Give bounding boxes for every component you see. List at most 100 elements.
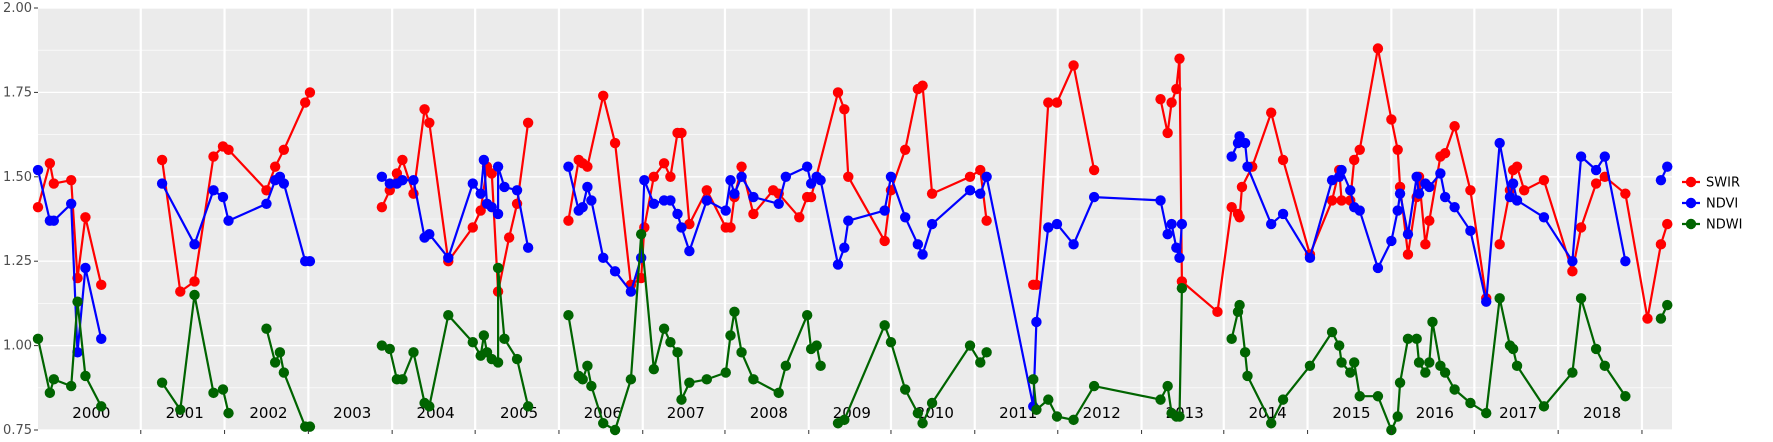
data-point-ndwi [975, 357, 986, 368]
data-point-ndwi [811, 340, 822, 351]
data-point-swir [1155, 93, 1166, 105]
data-point-ndwi [1567, 367, 1578, 378]
data-point-ndwi [773, 387, 784, 399]
data-point-ndvi [486, 201, 497, 213]
data-point-ndwi [274, 347, 286, 358]
data-point-ndwi [72, 296, 83, 307]
legend-key-dot [1685, 176, 1697, 188]
data-point-swir [1575, 222, 1587, 233]
data-point-ndwi [917, 418, 928, 429]
data-point-ndvi [1435, 168, 1446, 179]
data-point-ndvi [1567, 256, 1578, 267]
data-point-swir [486, 168, 497, 179]
data-point-ndvi [676, 222, 687, 233]
data-point-swir [1494, 239, 1505, 250]
data-point-swir [1043, 97, 1054, 108]
data-point-ndwi [586, 380, 597, 392]
data-point-ndwi [729, 306, 740, 318]
data-point-ndvi [1162, 228, 1173, 240]
data-point-swir [1226, 201, 1237, 213]
data-point-swir [1234, 212, 1245, 223]
data-point-ndvi [1043, 222, 1054, 233]
data-point-ndvi [1277, 208, 1289, 220]
data-point-ndvi [511, 185, 523, 196]
data-point-ndwi [1266, 418, 1277, 429]
data-point-ndvi [304, 256, 316, 267]
data-point-swir [278, 144, 290, 155]
data-point-ndvi [899, 212, 911, 223]
data-point-ndvi [156, 178, 168, 189]
data-point-ndwi [725, 330, 736, 341]
data-point-ndvi [839, 242, 850, 253]
data-point-ndwi [189, 289, 200, 301]
data-point-swir [299, 97, 311, 108]
data-point-ndvi [609, 266, 621, 277]
data-point-swir [1449, 120, 1460, 132]
data-point-ndvi [672, 208, 683, 220]
series-layer [32, 43, 1673, 436]
data-point-swir [899, 144, 911, 155]
data-point-ndvi [1590, 164, 1602, 176]
data-point-swir [1266, 107, 1277, 118]
data-point-swir [223, 144, 234, 155]
data-point-swir [1051, 97, 1063, 108]
data-point-ndvi [780, 171, 792, 182]
data-point-ndvi [397, 174, 408, 186]
data-point-ndvi [736, 171, 747, 182]
data-point-swir [1031, 279, 1042, 291]
year-label: 2007 [667, 404, 705, 422]
data-point-swir [80, 212, 91, 223]
data-point-swir [964, 171, 976, 182]
data-point-ndvi [424, 228, 435, 240]
data-point-ndwi [801, 310, 813, 321]
data-point-ndvi [832, 259, 844, 270]
y-tick-label: 1.75 [3, 85, 32, 100]
data-point-ndwi [304, 421, 316, 432]
data-point-ndwi [522, 401, 534, 412]
data-point-ndvi [223, 215, 234, 226]
data-point-swir [1511, 161, 1523, 172]
data-point-ndvi [66, 198, 77, 210]
data-point-ndvi [975, 188, 986, 199]
data-point-swir [1166, 97, 1177, 108]
data-point-ndwi [899, 384, 911, 395]
data-point-ndwi [1413, 357, 1425, 368]
data-point-ndwi [397, 374, 408, 385]
data-point-ndwi [748, 374, 759, 385]
data-point-ndvi [499, 181, 510, 193]
data-point-ndvi [208, 185, 219, 196]
data-point-swir [1174, 53, 1185, 64]
data-point-ndwi [701, 374, 712, 385]
data-point-ndvi [1411, 171, 1422, 182]
data-point-swir [725, 222, 736, 233]
data-point-ndvi [48, 215, 60, 226]
data-point-ndvi [598, 252, 609, 264]
data-point-ndwi [879, 320, 890, 331]
data-point-ndwi [384, 343, 395, 355]
y-tick-label: 0.75 [3, 423, 32, 438]
data-point-ndvi [843, 215, 854, 226]
y-tick-label: 1.50 [3, 170, 32, 185]
data-point-ndwi [217, 384, 229, 395]
data-point-ndvi [1620, 256, 1631, 267]
data-point-swir [522, 117, 534, 128]
data-point-ndwi [981, 347, 992, 358]
data-point-swir [975, 164, 986, 176]
year-label: 2002 [249, 404, 287, 422]
data-point-ndwi [1162, 380, 1173, 392]
year-label: 2018 [1583, 404, 1621, 422]
data-point-ndwi [684, 377, 695, 388]
data-point-swir [424, 117, 435, 128]
data-point-ndwi [780, 360, 792, 372]
data-point-ndwi [635, 228, 647, 240]
data-point-ndwi [467, 337, 478, 348]
data-point-ndvi [1088, 191, 1100, 203]
data-point-ndvi [684, 245, 695, 257]
data-point-ndwi [499, 333, 510, 345]
data-point-ndvi [1655, 174, 1667, 186]
data-point-ndwi [1304, 360, 1316, 372]
data-point-swir [376, 201, 388, 213]
data-point-swir [1349, 154, 1360, 166]
data-point-ndwi [736, 347, 747, 358]
data-point-ndwi [1599, 360, 1611, 372]
